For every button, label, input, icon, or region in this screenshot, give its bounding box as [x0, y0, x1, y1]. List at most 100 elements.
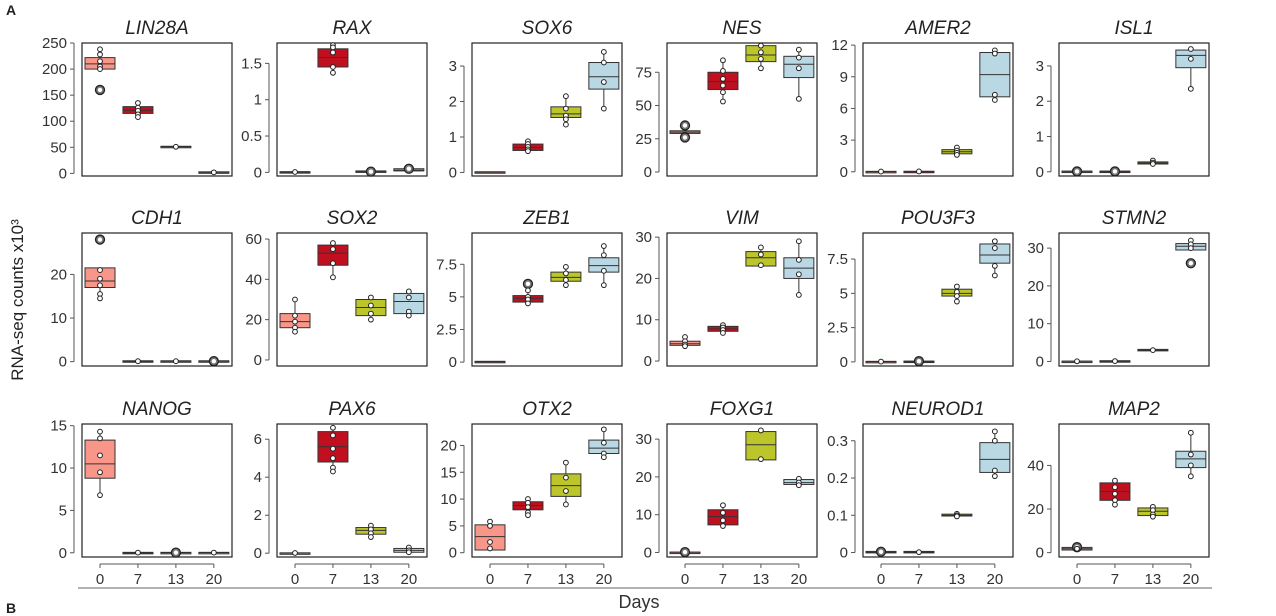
y-tick-label: 150: [42, 87, 67, 104]
box-day-20: [393, 163, 425, 174]
data-point: [135, 358, 141, 365]
y-tick-label: 5: [449, 289, 457, 306]
data-point: [487, 545, 493, 552]
data-point: [758, 244, 764, 251]
data-point: [135, 549, 141, 556]
y-tick-label: 10: [1027, 316, 1044, 333]
y-tick-label: 0: [254, 164, 262, 181]
data-point: [991, 245, 998, 251]
data-point: [1112, 501, 1118, 508]
data-point: [368, 310, 374, 317]
y-tick-label: 20: [50, 266, 67, 283]
data-point: [991, 238, 998, 245]
data-point: [1150, 161, 1156, 167]
box-day-0: [474, 518, 506, 552]
x-tick-label: 20: [206, 571, 223, 588]
y-tick-label: 4: [254, 469, 262, 486]
plot-frame: [276, 42, 428, 177]
data-point: [97, 452, 103, 459]
data-point: [1074, 358, 1080, 365]
data-point: [1112, 490, 1118, 497]
data-point: [991, 437, 998, 444]
data-point: [525, 287, 531, 294]
x-tick-label: 0: [1073, 571, 1081, 588]
panel-vim: VIM 0 10 20 30: [635, 208, 818, 370]
data-point: [991, 473, 998, 480]
outlier-center: [368, 169, 374, 174]
data-point: [405, 294, 412, 301]
outlier-center: [682, 123, 688, 128]
y-tick-label: 0: [840, 164, 848, 181]
box-day-7: [707, 502, 739, 529]
box-day-20: [783, 475, 815, 489]
box-day-13: [1137, 157, 1169, 167]
y-tick-label: 0.2: [827, 470, 848, 487]
data-point: [954, 293, 960, 299]
data-point: [600, 105, 607, 112]
x-tick-label: 7: [915, 571, 923, 588]
y-tick-label: 6: [254, 431, 262, 448]
panel-foxg1: FOXG1 0 10 20 30 0 7 13 20: [635, 399, 818, 588]
box-day-20: [783, 46, 815, 102]
box: [550, 473, 582, 497]
x-tick-label: 20: [1183, 571, 1200, 588]
box-day-13: [550, 264, 582, 289]
data-point: [173, 143, 179, 150]
data-point: [563, 501, 569, 508]
box-day-7: [317, 424, 349, 475]
outlier-center: [97, 237, 103, 242]
panel-title: NANOG: [122, 399, 192, 420]
outlier-center: [1074, 169, 1080, 174]
x-tick-label: 13: [1145, 571, 1162, 588]
data-point: [758, 56, 764, 62]
panel-sox6: SOX6 0 1 2 3: [449, 18, 623, 181]
box-day-20: [198, 356, 230, 367]
data-point: [405, 288, 412, 295]
data-point: [991, 467, 998, 474]
box-day-7: [707, 57, 739, 105]
panel-title: FOXG1: [710, 399, 774, 420]
data-point: [720, 330, 726, 336]
y-tick-label: 20: [440, 437, 457, 454]
outlier-center: [173, 550, 179, 555]
box-day-7: [707, 322, 739, 336]
data-point: [878, 358, 884, 365]
panel-title: MAP2: [1108, 399, 1160, 420]
panel-title: CDH1: [131, 208, 183, 229]
plot-frame: [81, 232, 233, 367]
y-tick-label: 1: [449, 129, 457, 146]
outlier-center: [682, 135, 688, 140]
box-day-0: [669, 546, 701, 558]
data-point: [720, 89, 726, 96]
box-day-13: [941, 283, 973, 305]
plot-frame: [471, 42, 623, 177]
x-tick-label: 7: [329, 571, 337, 588]
y-tick-label: 7.5: [827, 251, 848, 268]
box-day-0: [474, 360, 506, 364]
data-point: [97, 282, 103, 289]
y-tick-label: 2: [1036, 93, 1044, 110]
box-day-7: [512, 138, 544, 155]
plot-frame: [862, 42, 1014, 177]
data-point: [1150, 513, 1156, 520]
data-point: [1112, 484, 1118, 491]
plot-frame: [1058, 423, 1210, 558]
data-point: [330, 69, 336, 76]
y-tick-label: 30: [635, 229, 652, 246]
panel-title: VIM: [725, 208, 759, 229]
data-point: [487, 522, 493, 529]
box-day-20: [588, 426, 620, 461]
outlier-center: [1188, 261, 1194, 266]
box-day-7: [317, 42, 349, 76]
outlier-center: [1112, 169, 1118, 174]
box-day-7: [317, 240, 349, 281]
data-point: [795, 65, 802, 72]
y-tick-label: 0: [449, 545, 457, 562]
data-point: [795, 95, 802, 102]
data-point: [720, 98, 726, 105]
data-point: [600, 79, 607, 85]
data-point: [563, 459, 569, 466]
data-point: [1187, 451, 1194, 458]
outlier-center: [682, 549, 688, 555]
